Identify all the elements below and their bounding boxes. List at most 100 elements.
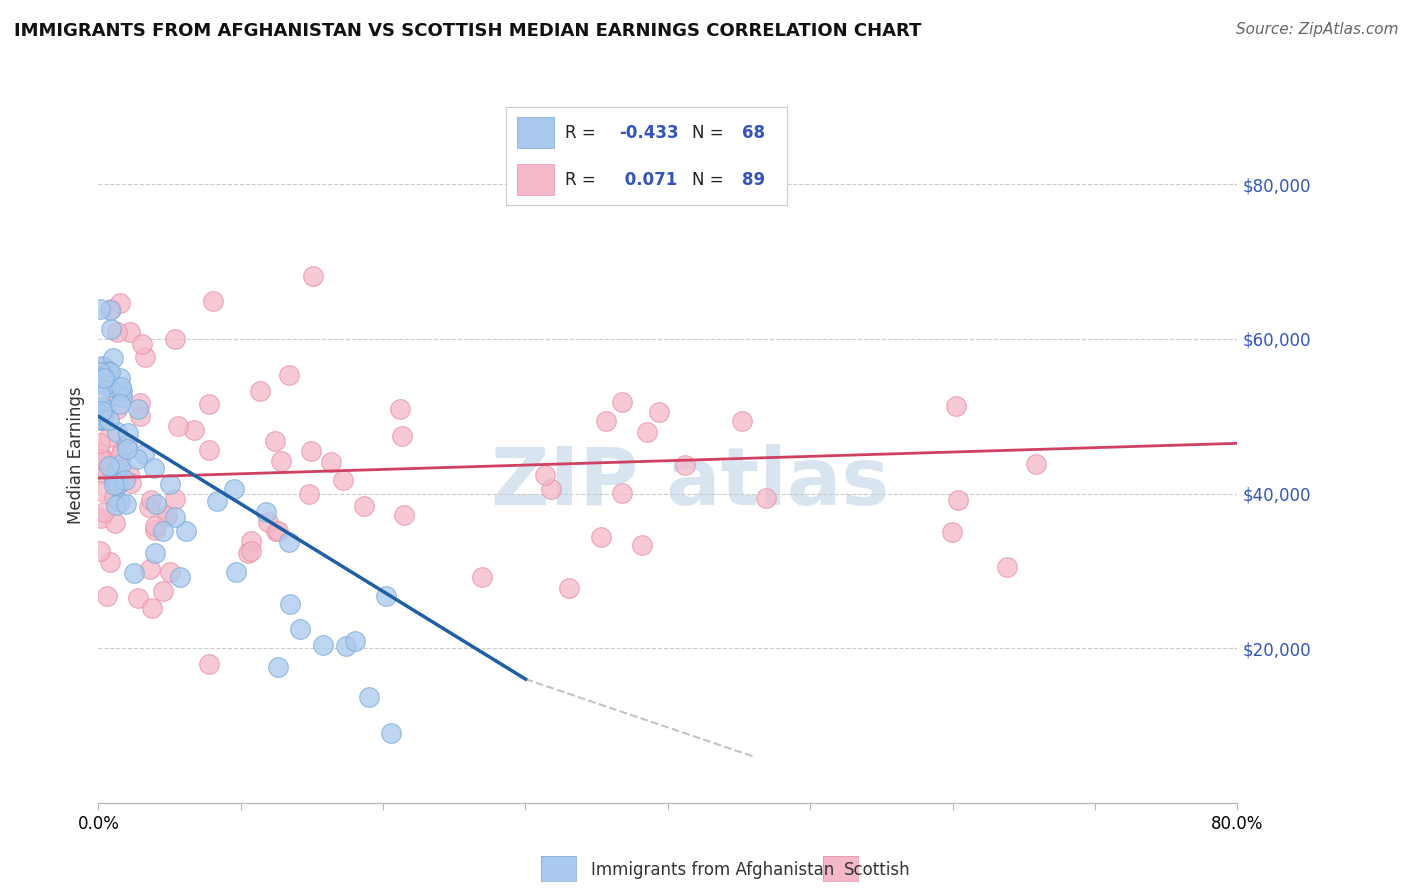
Point [138,500,160,514]
Text: R =: R = [565,170,602,188]
Point [89,413,111,427]
Point [156,508,179,523]
Point [141,492,163,507]
Point [118,467,141,482]
Point [125,452,148,467]
Point [122,566,145,581]
Point [392,508,415,522]
Point [108,295,131,310]
Point [118,325,141,339]
Point [945,400,967,414]
Text: Immigrants from Afghanistan: Immigrants from Afghanistan [591,861,834,879]
Point [103,491,125,505]
Text: ZIP atlas: ZIP atlas [492,443,890,522]
Point [129,409,152,423]
Point [90,511,112,525]
Point [299,444,322,458]
Point [94,378,117,392]
Point [591,530,613,544]
Point [94,453,117,467]
Point [89,387,111,401]
Point [534,468,557,483]
Point [141,601,163,615]
Point [89,484,111,499]
Point [117,425,139,440]
Point [163,332,186,346]
Point [471,570,494,584]
Point [375,590,398,604]
Point [98,413,121,427]
Point [995,560,1018,574]
Point [90,400,112,414]
Point [129,396,152,410]
Point [105,462,128,476]
Point [134,350,156,364]
Point [278,368,301,383]
Point [290,622,312,636]
Point [110,495,132,509]
Point [138,562,160,576]
Point [183,423,205,437]
Point [110,380,132,394]
Point [636,425,658,439]
Point [558,581,581,595]
Point [357,690,380,705]
Text: -0.433: -0.433 [619,124,678,142]
Point [105,425,128,439]
Point [263,434,285,448]
Point [167,418,190,433]
Point [254,505,277,519]
Point [107,477,129,491]
Point [163,492,186,507]
Point [197,397,219,411]
Point [114,473,136,487]
Bar [517,164,554,195]
Point [94,401,117,416]
Point [100,322,122,336]
Point [239,544,262,558]
Point [266,524,288,538]
Point [673,458,696,473]
Point [90,413,112,427]
Point [319,454,342,468]
Point [96,467,118,482]
Point [105,325,128,339]
Point [90,452,112,467]
Point [127,402,149,417]
Point [143,523,166,537]
Point [110,447,132,461]
Point [731,413,754,427]
Point [257,515,280,529]
Point [111,390,134,404]
Point [152,584,174,599]
Point [89,408,111,422]
Point [111,442,134,457]
Point [105,461,128,475]
Point [201,294,224,309]
Point [946,492,969,507]
Point [302,269,325,284]
Point [127,591,149,606]
Point [111,384,134,399]
Point [120,476,142,491]
Point [89,436,111,450]
Point [267,660,290,674]
Point [169,570,191,584]
Point [93,505,115,519]
Point [353,499,375,513]
Point [145,546,167,560]
Point [159,477,181,491]
Point [89,302,111,317]
Bar [517,117,554,148]
Point [278,597,301,611]
Point [631,538,654,552]
Text: Scottish: Scottish [844,861,910,879]
Y-axis label: Median Earnings: Median Earnings [67,386,86,524]
Point [610,395,633,409]
Point [267,524,290,538]
Point [89,365,111,379]
Point [98,556,121,570]
Point [1025,457,1047,471]
Point [159,565,181,579]
Point [205,493,228,508]
